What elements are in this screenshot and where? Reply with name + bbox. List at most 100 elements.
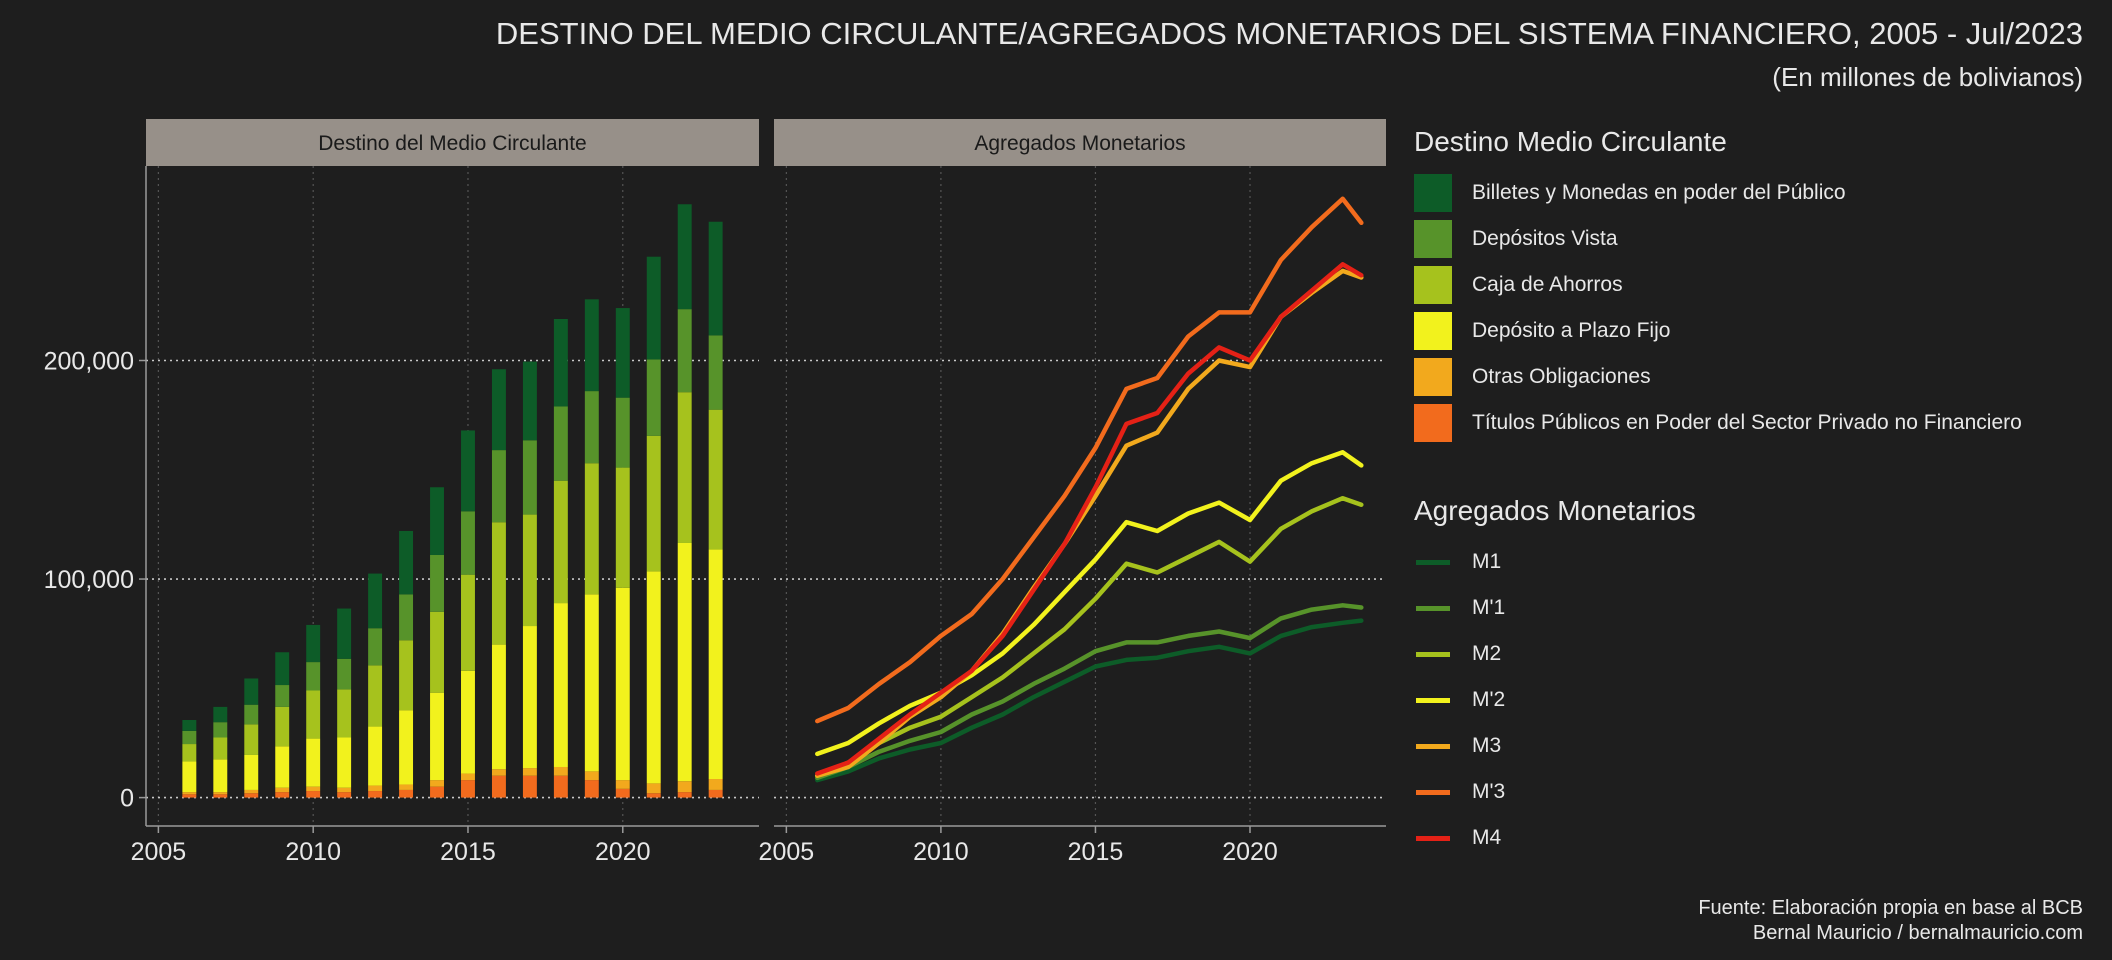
bar-segment: [708, 549, 723, 780]
legend-key-swatch: [1414, 819, 1452, 857]
y-tick-label: 100,000: [44, 566, 134, 594]
legend-item: M'1: [1414, 585, 1696, 631]
legend-label: M2: [1472, 642, 1502, 665]
series-line: [815, 603, 1364, 781]
legend-label: M'3: [1472, 780, 1506, 803]
x-tick-label: 2005: [131, 838, 187, 866]
bar-segment: [615, 397, 630, 468]
x-tick-label: 2015: [440, 838, 496, 866]
legend-label: M3: [1472, 734, 1502, 757]
legend-label: Títulos Públicos en Poder del Sector Pri…: [1472, 411, 2022, 434]
bar-segment: [430, 780, 444, 787]
bar-segment: [213, 722, 228, 738]
bar-segment: [275, 746, 290, 788]
bar-segment: [615, 308, 630, 398]
legend-key-swatch: [1414, 635, 1452, 673]
legend-destino: Destino Medio Circulante Billetes y Mone…: [1414, 126, 2022, 446]
bar-segment: [491, 450, 506, 523]
legend-label: Caja de Ahorros: [1472, 273, 1623, 296]
bar-segment: [584, 463, 599, 595]
bar-segment: [399, 784, 414, 790]
bar-segment: [306, 690, 321, 739]
bar-segment: [244, 704, 259, 725]
series-line: [815, 495, 1364, 778]
bar-segment: [708, 221, 723, 336]
bar-segment: [430, 786, 444, 798]
bar-segment: [430, 692, 444, 781]
bar-segment: [244, 754, 259, 790]
bar-segment: [337, 689, 352, 738]
bar-segment: [677, 781, 692, 793]
legend-destino-title: Destino Medio Circulante: [1414, 126, 1727, 157]
bar-segment: [522, 775, 537, 798]
x-tick-label: 2005: [759, 838, 815, 866]
bar-segment: [275, 787, 290, 793]
bar-segment: [646, 435, 661, 572]
legend-item: M2: [1414, 631, 1696, 677]
bar-segment: [461, 511, 475, 575]
bar-segment: [646, 359, 661, 436]
caption-author: Bernal Mauricio / bernalmauricio.com: [1752, 922, 2083, 944]
bar-segment: [213, 792, 228, 795]
bar-segment: [182, 744, 197, 762]
bar-segment: [491, 522, 506, 645]
bar-segment: [399, 640, 414, 711]
bar-segment: [368, 785, 383, 792]
bar-segment: [584, 780, 599, 798]
bar-segment: [553, 766, 568, 776]
bar-segment: [213, 759, 228, 793]
legend-item: Otras Obligaciones: [1414, 354, 2022, 400]
bar-segment: [553, 603, 568, 767]
bar-segment: [399, 789, 414, 798]
chart-subtitle: (En millones de bolivianos): [1772, 62, 2083, 92]
legend-label: M'2: [1472, 688, 1506, 711]
x-tick-label: 2010: [285, 838, 341, 866]
bar-segment: [337, 787, 352, 793]
legend-item: M4: [1414, 815, 1696, 861]
bar-segment: [306, 786, 321, 792]
bar-segment: [522, 514, 537, 627]
legend-item: Billetes y Monedas en poder del Público: [1414, 170, 2022, 216]
bar-segment: [677, 392, 692, 543]
bar-segment: [275, 706, 290, 747]
bar-segment: [491, 769, 506, 776]
bar-segment: [708, 789, 723, 798]
bar-segment: [615, 587, 630, 781]
bar-segment: [491, 369, 506, 451]
legend-line-swatch: [1416, 836, 1450, 841]
legend-item: Caja de Ahorros: [1414, 262, 2022, 308]
bar-segment: [522, 361, 537, 441]
bar-segment: [522, 440, 537, 515]
bar-segment: [213, 794, 228, 798]
legend-key-swatch: [1414, 404, 1452, 442]
legend-item: M3: [1414, 723, 1696, 769]
bar-segment: [461, 430, 475, 512]
series-line: [815, 450, 1364, 757]
legend-line-swatch: [1416, 698, 1450, 703]
legend-item: M1: [1414, 539, 1696, 585]
legend-key-swatch: [1414, 681, 1452, 719]
series-line: [815, 262, 1364, 776]
caption-source: Fuente: Elaboración propia en base al BC…: [1698, 897, 2083, 919]
legend-line-swatch: [1416, 744, 1450, 749]
bar-segment: [182, 792, 197, 795]
series-line: [815, 196, 1364, 724]
bar-segment: [337, 608, 352, 659]
bar-segment: [584, 391, 599, 464]
legend-key-swatch: [1414, 543, 1452, 581]
legend-label: Billetes y Monedas en poder del Público: [1472, 181, 1846, 204]
legend-line-swatch: [1416, 790, 1450, 795]
legend-item: Títulos Públicos en Poder del Sector Pri…: [1414, 400, 2022, 446]
bar-segment: [708, 409, 723, 550]
legend-key-swatch: [1414, 174, 1452, 212]
bar-segment: [615, 467, 630, 588]
bar-segment: [708, 779, 723, 790]
bar-segment: [399, 530, 414, 595]
legend-line-swatch: [1416, 560, 1450, 565]
bar-segment: [461, 773, 475, 781]
bar-segment: [368, 665, 383, 727]
chart-caption: Fuente: Elaboración propia en base al BC…: [1698, 896, 2083, 946]
legend-key-swatch: [1414, 773, 1452, 811]
bar-segment: [522, 768, 537, 776]
legend-label: M1: [1472, 550, 1502, 573]
